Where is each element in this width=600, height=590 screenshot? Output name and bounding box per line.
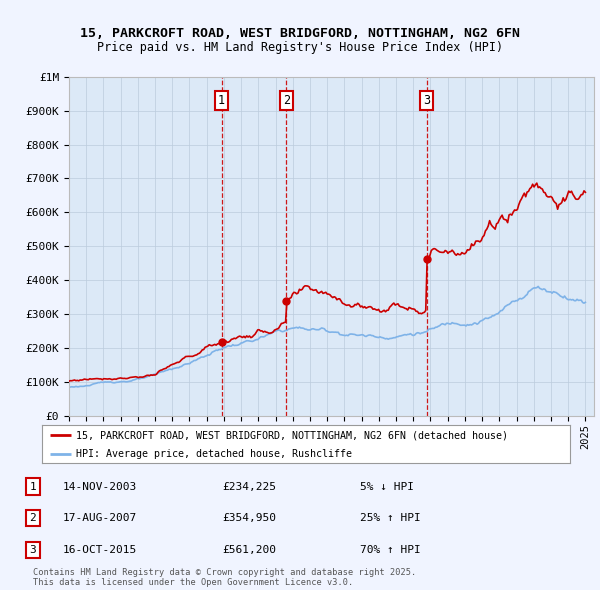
Text: 17-AUG-2007: 17-AUG-2007: [63, 513, 137, 523]
Text: £561,200: £561,200: [222, 545, 276, 555]
Text: Price paid vs. HM Land Registry's House Price Index (HPI): Price paid vs. HM Land Registry's House …: [97, 41, 503, 54]
Text: 15, PARKCROFT ROAD, WEST BRIDGFORD, NOTTINGHAM, NG2 6FN: 15, PARKCROFT ROAD, WEST BRIDGFORD, NOTT…: [80, 27, 520, 40]
Text: 16-OCT-2015: 16-OCT-2015: [63, 545, 137, 555]
Text: HPI: Average price, detached house, Rushcliffe: HPI: Average price, detached house, Rush…: [76, 448, 352, 458]
Text: 2: 2: [283, 94, 290, 107]
Text: Contains HM Land Registry data © Crown copyright and database right 2025.
This d: Contains HM Land Registry data © Crown c…: [33, 568, 416, 587]
Text: £234,225: £234,225: [222, 482, 276, 491]
Text: £354,950: £354,950: [222, 513, 276, 523]
Text: 2: 2: [29, 513, 37, 523]
Text: 14-NOV-2003: 14-NOV-2003: [63, 482, 137, 491]
Text: 15, PARKCROFT ROAD, WEST BRIDGFORD, NOTTINGHAM, NG2 6FN (detached house): 15, PARKCROFT ROAD, WEST BRIDGFORD, NOTT…: [76, 430, 508, 440]
Text: 70% ↑ HPI: 70% ↑ HPI: [360, 545, 421, 555]
Text: 3: 3: [29, 545, 37, 555]
Text: 3: 3: [423, 94, 430, 107]
Text: 1: 1: [218, 94, 225, 107]
Text: 1: 1: [29, 482, 37, 491]
Text: 5% ↓ HPI: 5% ↓ HPI: [360, 482, 414, 491]
Text: 25% ↑ HPI: 25% ↑ HPI: [360, 513, 421, 523]
